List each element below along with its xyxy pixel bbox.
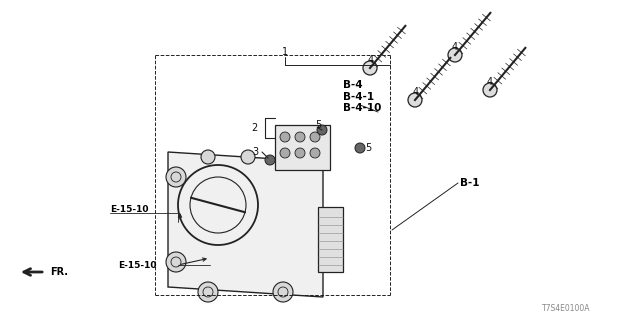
Circle shape [355,143,365,153]
Circle shape [241,150,255,164]
Circle shape [295,148,305,158]
Circle shape [280,132,290,142]
Circle shape [166,167,186,187]
Circle shape [408,93,422,107]
Circle shape [310,148,320,158]
Polygon shape [168,152,323,297]
Circle shape [280,148,290,158]
Text: 4: 4 [413,87,419,97]
Text: T7S4E0100A: T7S4E0100A [541,304,590,313]
Text: E-15-10: E-15-10 [118,260,157,269]
Text: 4: 4 [452,42,458,52]
Text: 5: 5 [365,143,371,153]
Text: E-15-10: E-15-10 [110,205,148,214]
Circle shape [363,61,377,75]
Circle shape [295,132,305,142]
Text: 2: 2 [252,123,258,133]
Circle shape [201,150,215,164]
Circle shape [317,125,327,135]
Polygon shape [318,207,343,272]
FancyBboxPatch shape [275,125,330,170]
Circle shape [483,83,497,97]
Text: 4: 4 [487,77,493,87]
Text: 4: 4 [368,55,374,65]
Text: B-4
B-4-1
B-4-10: B-4 B-4-1 B-4-10 [343,80,381,113]
Text: 3: 3 [252,147,258,157]
Text: B-1: B-1 [460,178,479,188]
Text: 5: 5 [315,120,321,130]
Circle shape [448,48,462,62]
Circle shape [166,252,186,272]
Text: FR.: FR. [50,267,68,277]
Circle shape [265,155,275,165]
Circle shape [273,282,293,302]
Circle shape [198,282,218,302]
Circle shape [310,132,320,142]
Text: 1: 1 [282,47,288,57]
